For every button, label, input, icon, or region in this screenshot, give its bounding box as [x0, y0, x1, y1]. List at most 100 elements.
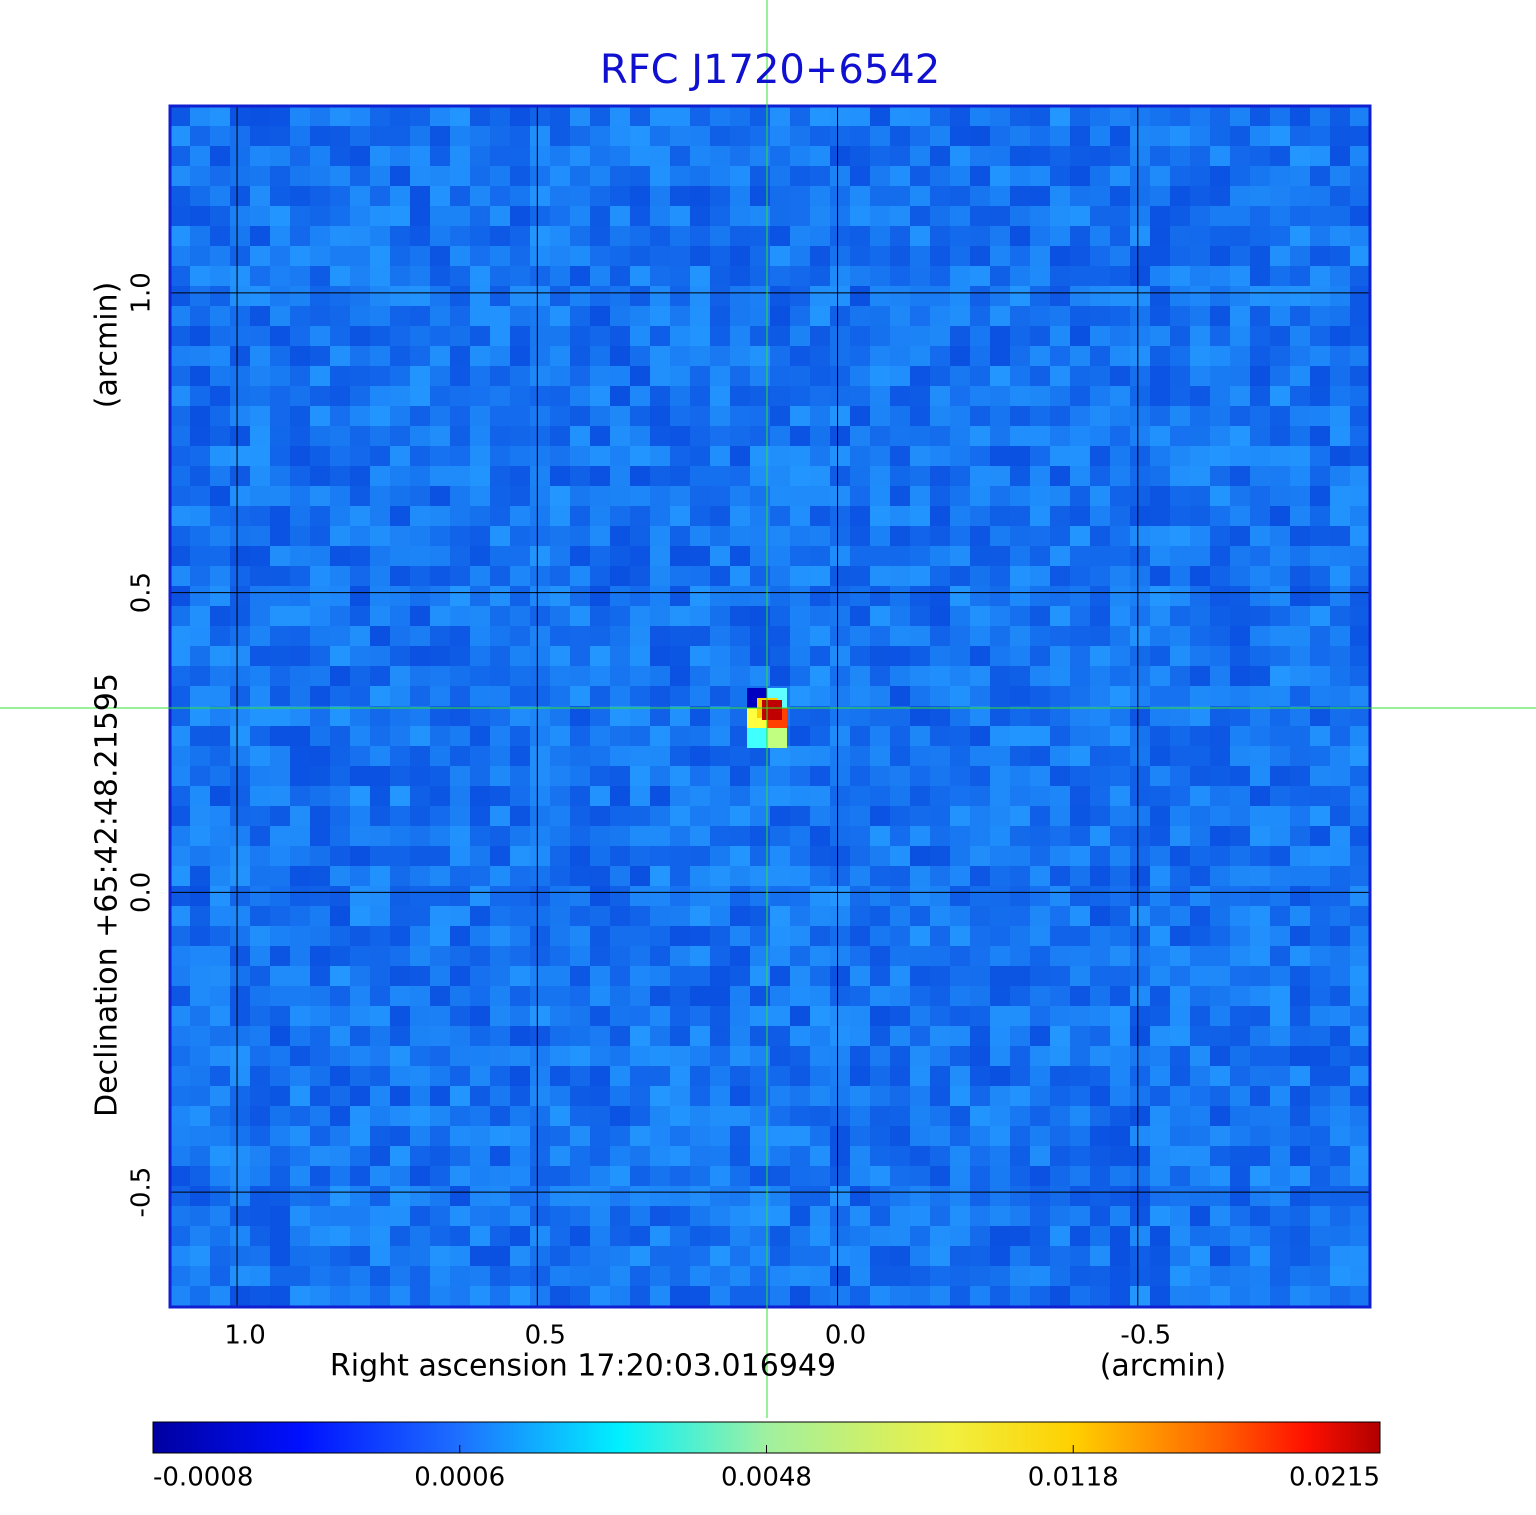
noise-pixel	[510, 466, 530, 486]
noise-pixel	[870, 306, 890, 326]
noise-pixel	[570, 586, 590, 606]
noise-pixel	[510, 806, 530, 826]
noise-pixel	[730, 246, 750, 266]
noise-pixel	[710, 1146, 730, 1166]
noise-pixel	[830, 646, 850, 666]
noise-pixel	[1310, 406, 1330, 426]
noise-pixel	[890, 206, 910, 226]
noise-pixel	[1290, 886, 1310, 906]
noise-pixel	[490, 406, 510, 426]
noise-pixel	[310, 266, 330, 286]
noise-pixel	[910, 986, 930, 1006]
noise-pixel	[1210, 826, 1230, 846]
noise-pixel	[690, 306, 710, 326]
noise-pixel	[830, 306, 850, 326]
noise-pixel	[910, 186, 930, 206]
noise-pixel	[310, 1186, 330, 1206]
colorbar-tick-label: 0.0118	[1028, 1463, 1119, 1493]
noise-pixel	[1130, 846, 1150, 866]
noise-pixel	[990, 646, 1010, 666]
noise-pixel	[670, 366, 690, 386]
noise-pixel	[170, 386, 190, 406]
noise-pixel	[1170, 246, 1190, 266]
noise-pixel	[430, 826, 450, 846]
noise-pixel	[1250, 726, 1270, 746]
noise-pixel	[850, 1266, 870, 1286]
noise-pixel	[1090, 426, 1110, 446]
noise-pixel	[1170, 546, 1190, 566]
noise-pixel	[530, 1106, 550, 1126]
noise-pixel	[1030, 206, 1050, 226]
noise-pixel	[410, 126, 430, 146]
noise-pixel	[1090, 226, 1110, 246]
noise-pixel	[1310, 666, 1330, 686]
noise-pixel	[170, 806, 190, 826]
noise-pixel	[170, 726, 190, 746]
noise-pixel	[1150, 206, 1170, 226]
noise-pixel	[570, 526, 590, 546]
noise-pixel	[410, 106, 430, 126]
noise-pixel	[950, 746, 970, 766]
noise-pixel	[730, 406, 750, 426]
noise-pixel	[1350, 1086, 1370, 1106]
noise-pixel	[1230, 886, 1250, 906]
noise-pixel	[1110, 926, 1130, 946]
noise-pixel	[870, 806, 890, 826]
noise-pixel	[370, 206, 390, 226]
noise-pixel	[510, 686, 530, 706]
noise-pixel	[1110, 1066, 1130, 1086]
noise-pixel	[450, 1226, 470, 1246]
noise-pixel	[410, 546, 430, 566]
noise-pixel	[970, 126, 990, 146]
noise-pixel	[1210, 426, 1230, 446]
noise-pixel	[890, 866, 910, 886]
noise-pixel	[1030, 1286, 1050, 1306]
noise-pixel	[830, 726, 850, 746]
noise-pixel	[810, 1286, 830, 1306]
noise-pixel	[590, 106, 610, 126]
noise-pixel	[490, 786, 510, 806]
noise-pixel	[1350, 946, 1370, 966]
noise-pixel	[550, 1046, 570, 1066]
noise-pixel	[730, 1026, 750, 1046]
noise-pixel	[990, 566, 1010, 586]
y-axis-unit: (arcmin)	[90, 282, 125, 409]
noise-pixel	[1030, 366, 1050, 386]
noise-pixel	[690, 1106, 710, 1126]
noise-pixel	[830, 1126, 850, 1146]
noise-pixel	[350, 166, 370, 186]
noise-pixel	[1230, 926, 1250, 946]
noise-pixel	[1130, 326, 1150, 346]
noise-pixel	[190, 386, 210, 406]
noise-pixel	[1010, 406, 1030, 426]
noise-pixel	[970, 1046, 990, 1066]
noise-pixel	[1050, 366, 1070, 386]
noise-pixel	[530, 726, 550, 746]
noise-pixel	[550, 466, 570, 486]
noise-pixel	[850, 266, 870, 286]
noise-pixel	[1030, 166, 1050, 186]
noise-pixel	[190, 466, 210, 486]
noise-pixel	[1310, 286, 1330, 306]
noise-pixel	[1290, 226, 1310, 246]
noise-pixel	[870, 826, 890, 846]
noise-pixel	[1090, 106, 1110, 126]
noise-pixel	[1190, 706, 1210, 726]
noise-pixel	[550, 726, 570, 746]
noise-pixel	[1190, 246, 1210, 266]
noise-pixel	[410, 1066, 430, 1086]
noise-pixel	[1290, 866, 1310, 886]
noise-pixel	[450, 1246, 470, 1266]
noise-pixel	[750, 606, 770, 626]
noise-pixel	[430, 326, 450, 346]
noise-pixel	[1010, 1286, 1030, 1306]
noise-pixel	[850, 1286, 870, 1306]
noise-pixel	[1250, 926, 1270, 946]
noise-pixel	[830, 426, 850, 446]
noise-pixel	[1170, 846, 1190, 866]
noise-pixel	[430, 286, 450, 306]
noise-pixel	[1210, 206, 1230, 226]
noise-pixel	[1230, 486, 1250, 506]
noise-pixel	[1250, 286, 1270, 306]
noise-pixel	[1110, 906, 1130, 926]
